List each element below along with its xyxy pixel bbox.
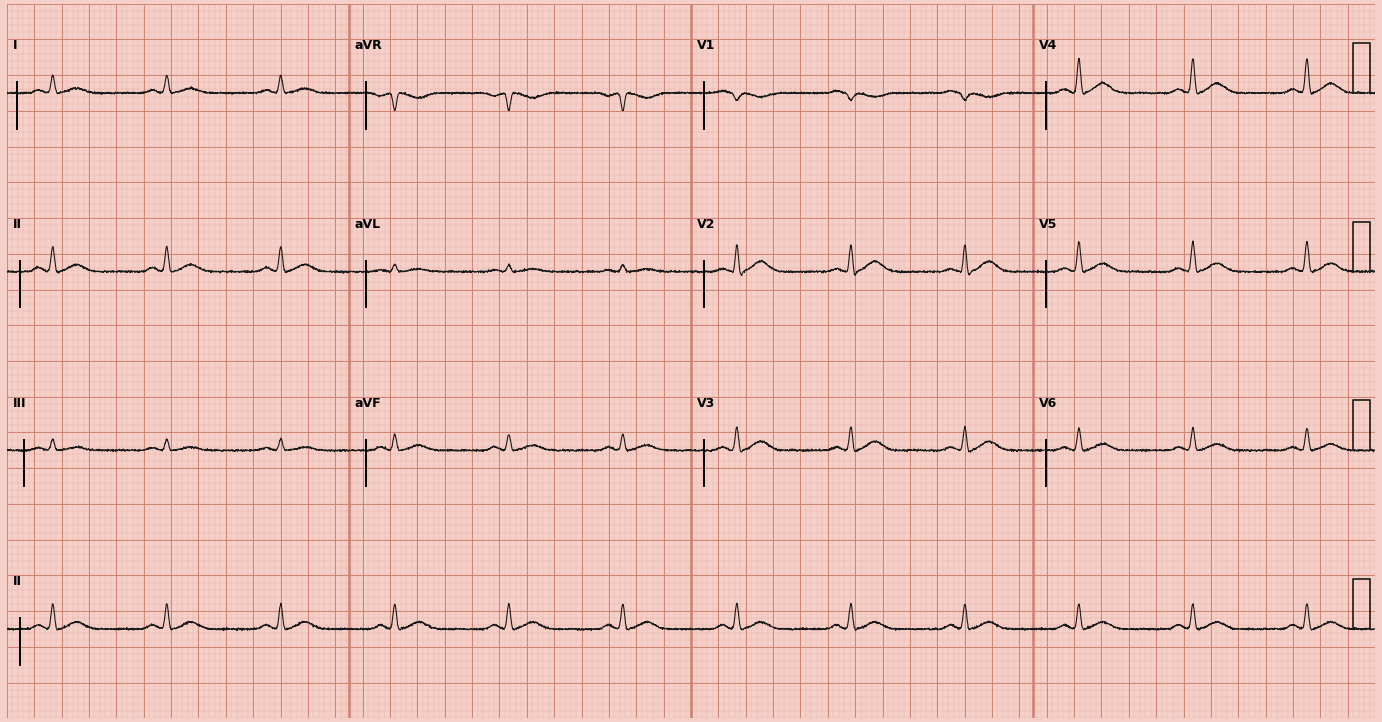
Text: V4: V4 bbox=[1038, 40, 1057, 53]
Text: aVF: aVF bbox=[354, 397, 381, 410]
Text: I: I bbox=[12, 40, 17, 53]
Text: III: III bbox=[12, 397, 26, 410]
Text: aVR: aVR bbox=[354, 40, 383, 53]
Text: V3: V3 bbox=[697, 397, 714, 410]
Text: II: II bbox=[12, 575, 21, 588]
Text: V5: V5 bbox=[1038, 218, 1057, 231]
Text: II: II bbox=[12, 218, 21, 231]
Text: V6: V6 bbox=[1038, 397, 1057, 410]
Text: V2: V2 bbox=[697, 218, 714, 231]
Text: aVL: aVL bbox=[354, 218, 380, 231]
Text: V1: V1 bbox=[697, 40, 714, 53]
